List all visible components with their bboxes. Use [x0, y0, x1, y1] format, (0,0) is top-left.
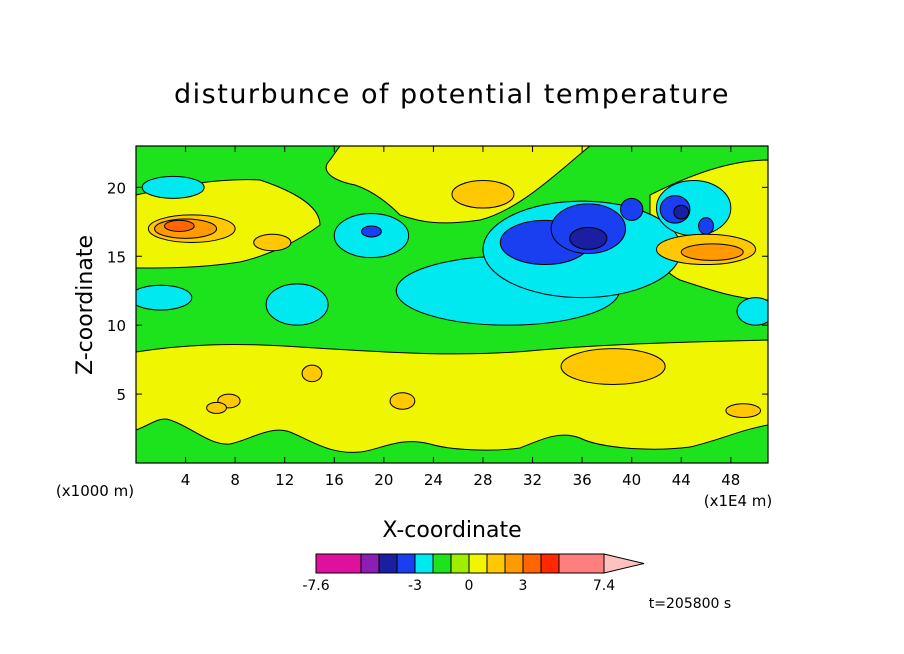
contour-region — [361, 225, 382, 238]
colorbar-tick-label: -7.6 — [302, 578, 329, 594]
y-tick-label: 10 — [107, 317, 126, 335]
colorbar-swatch — [450, 553, 470, 574]
colorbar-swatch — [540, 553, 560, 574]
colorbar-swatch — [486, 553, 506, 574]
x-tick-label: 28 — [473, 471, 492, 489]
contour-region — [301, 364, 323, 383]
colorbar-extend-arrow — [603, 553, 645, 574]
colorbar-swatch — [378, 553, 398, 574]
contour-regions — [136, 175, 768, 419]
colorbar-swatch — [432, 553, 452, 574]
y-tick-label: 20 — [107, 179, 126, 197]
colorbar-swatch — [414, 553, 434, 574]
y-unit-label: (x1000 m) — [56, 482, 134, 500]
colorbar: -7.6 -3 0 3 7.4 — [302, 553, 645, 594]
x-tick-label: 32 — [523, 471, 542, 489]
contour-region — [265, 283, 329, 326]
colorbar-swatch — [360, 553, 380, 574]
y-axis-label: Z-coordinate — [73, 235, 98, 375]
y-axis: 5 10 15 20 — [107, 179, 768, 404]
contour-region — [725, 403, 762, 419]
colorbar-tick-label: 3 — [519, 578, 528, 594]
colorbar-tick-label: 0 — [465, 578, 474, 594]
x-tick-label: 40 — [622, 471, 641, 489]
contour-region — [673, 204, 690, 220]
plot-area — [135, 145, 769, 464]
contour-region — [389, 392, 416, 410]
x-unit-label: (x1E4 m) — [704, 492, 773, 510]
colorbar-tick-label: 7.4 — [593, 578, 615, 594]
colorbar-swatch — [468, 553, 488, 574]
contour-region — [620, 197, 644, 221]
plot-frame — [135, 145, 769, 464]
contour-region — [560, 348, 666, 385]
x-tick-label: 12 — [275, 471, 294, 489]
region-upper-yellow — [325, 146, 591, 224]
x-tick-label: 16 — [325, 471, 344, 489]
x-tick-label: 8 — [230, 471, 240, 489]
contour-region — [451, 179, 515, 209]
contour-region — [206, 401, 227, 414]
time-label: t=205800 s — [649, 596, 731, 612]
colorbar-swatch — [504, 553, 524, 574]
contour-region — [164, 219, 195, 232]
x-tick-label: 44 — [672, 471, 691, 489]
colorbar-swatch — [522, 553, 542, 574]
contour-region — [141, 175, 205, 199]
x-tick-label: 36 — [573, 471, 592, 489]
x-axis-label: X-coordinate — [382, 518, 521, 543]
colorbar-swatch — [558, 553, 605, 574]
colorbar-tick-label: -3 — [408, 578, 422, 594]
contour-region — [680, 243, 744, 261]
contour-region — [253, 233, 292, 252]
chart-title: disturbunce of potential temperature — [174, 79, 730, 110]
contour-region — [736, 297, 768, 326]
contour-region — [136, 284, 193, 311]
contour-region — [569, 226, 608, 250]
colorbar-swatch — [396, 553, 416, 574]
colorbar-swatch — [315, 553, 362, 574]
x-tick-label: 48 — [721, 471, 740, 489]
x-tick-label: 4 — [181, 471, 191, 489]
x-axis: 4 8 12 16 20 24 28 32 36 40 44 48 — [181, 146, 740, 489]
contour-region — [698, 217, 714, 235]
y-tick-label: 5 — [116, 386, 126, 404]
x-tick-label: 24 — [424, 471, 443, 489]
x-tick-label: 20 — [374, 471, 393, 489]
y-tick-label: 15 — [107, 248, 126, 266]
